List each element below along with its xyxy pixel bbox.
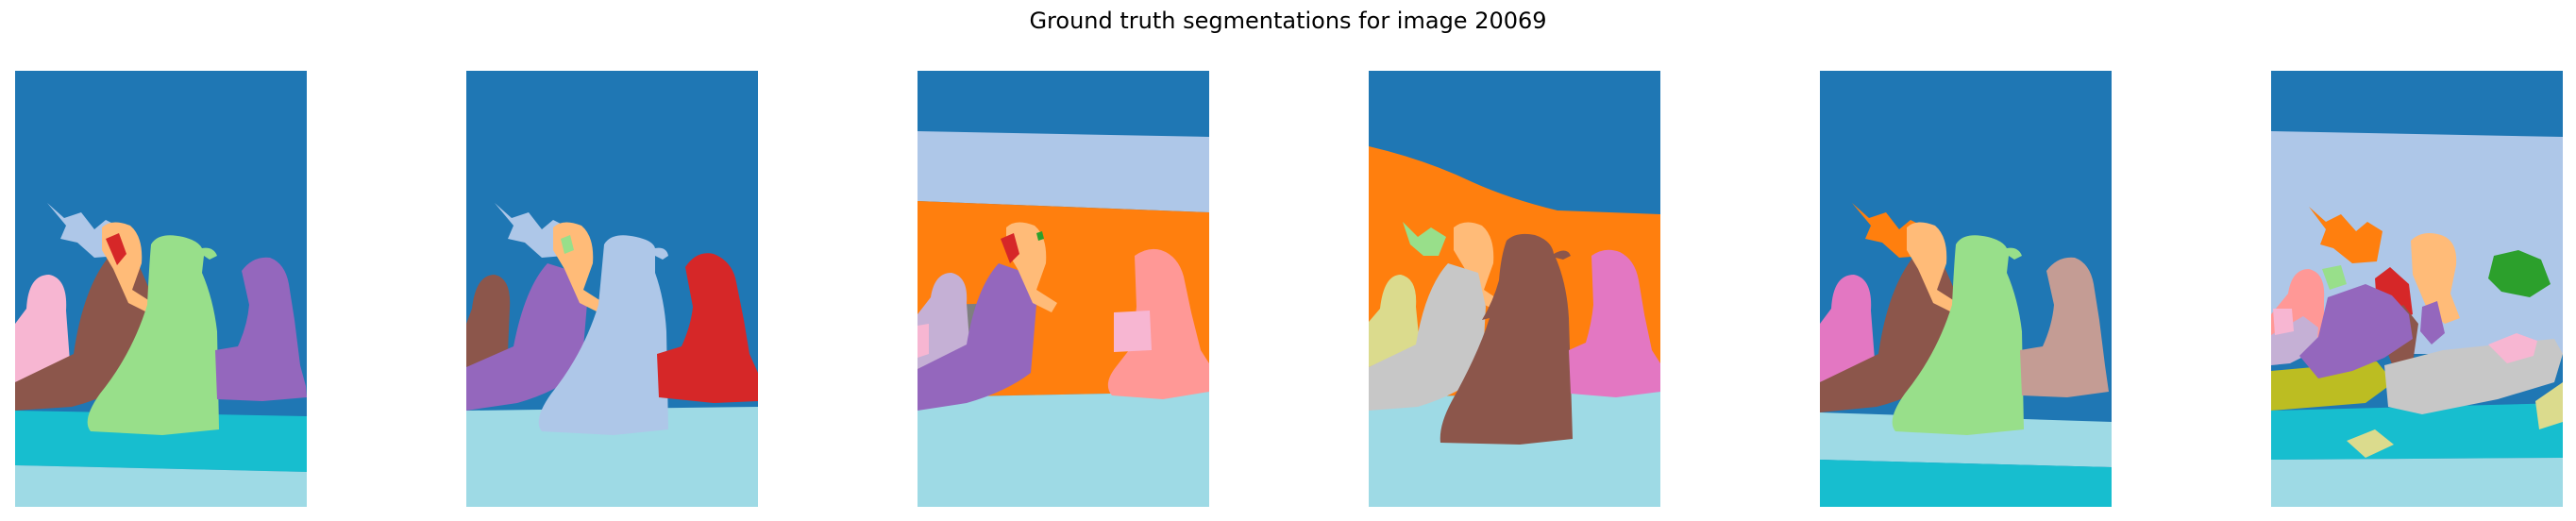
region-red-hand <box>106 233 126 265</box>
region-orange-child <box>1006 222 1057 312</box>
region-purple-small <box>2420 301 2445 345</box>
region-cyan-water <box>2271 403 2563 460</box>
region-pink-area <box>918 324 929 358</box>
region-pink-left <box>2273 309 2294 335</box>
region-left-child <box>918 273 970 369</box>
region-olive-right <box>2535 382 2563 429</box>
segmentation-map-5 <box>1820 71 2112 507</box>
region-green-person <box>87 235 220 435</box>
region-foreground <box>15 465 307 507</box>
region-brown-person <box>1440 233 1573 445</box>
region-foreground <box>1369 392 1660 507</box>
region-pink-child <box>1454 222 1501 311</box>
region-green-spot <box>1036 231 1044 241</box>
region-red-person <box>657 253 758 403</box>
region-light-orange <box>2411 233 2460 324</box>
region-foreground <box>466 407 758 507</box>
region-bouquet <box>2309 207 2382 263</box>
region-foreground <box>1820 460 2112 507</box>
region-tan-person <box>2020 257 2109 397</box>
region-left-child <box>1820 275 1875 382</box>
region-green-boat <box>2488 250 2551 297</box>
region-orange-child <box>1907 222 1958 312</box>
region-left-child <box>1369 275 1420 367</box>
segmentation-map-4 <box>1369 71 1660 507</box>
region-purple-person <box>466 263 587 411</box>
region-foreground <box>2271 458 2563 507</box>
segmentation-map-2 <box>466 71 758 507</box>
figure-title: Ground truth segmentations for image 200… <box>1029 8 1547 34</box>
region-magenta-person <box>1569 249 1660 397</box>
region-haze <box>918 131 1209 212</box>
region-purple-person <box>215 257 307 401</box>
segmentation-panel-5 <box>1820 71 2112 507</box>
region-main-person <box>538 235 668 435</box>
segmentation-panel-1 <box>15 71 307 507</box>
segmentation-panel-2 <box>466 71 758 507</box>
region-yellow-rocks <box>2347 429 2394 458</box>
region-left-child <box>15 275 70 382</box>
region-pink-figure <box>2488 333 2537 363</box>
segmentation-map-3 <box>918 71 1209 507</box>
region-bouquet <box>495 203 568 258</box>
region-olive-strip <box>2271 361 2394 411</box>
region-foreground <box>918 392 1209 507</box>
region-light-green <box>2322 265 2347 290</box>
region-gray-person <box>1369 263 1486 411</box>
region-green-person <box>1892 235 2024 435</box>
segmentation-map-6 <box>2271 71 2563 507</box>
segmentation-panel-6 <box>2271 71 2563 507</box>
region-purple-person <box>2299 284 2413 378</box>
region-green-hand <box>561 235 574 254</box>
region-bouquet <box>1403 222 1446 256</box>
region-boat <box>1114 311 1152 352</box>
region-left-child <box>466 275 511 367</box>
segmentation-map-1 <box>15 71 307 507</box>
segmentation-panel-4 <box>1369 71 1660 507</box>
region-red-hand <box>1001 233 1019 263</box>
region-salmon-person <box>1107 248 1209 399</box>
segmentation-panel-3 <box>918 71 1209 507</box>
region-purple-person <box>918 263 1036 411</box>
